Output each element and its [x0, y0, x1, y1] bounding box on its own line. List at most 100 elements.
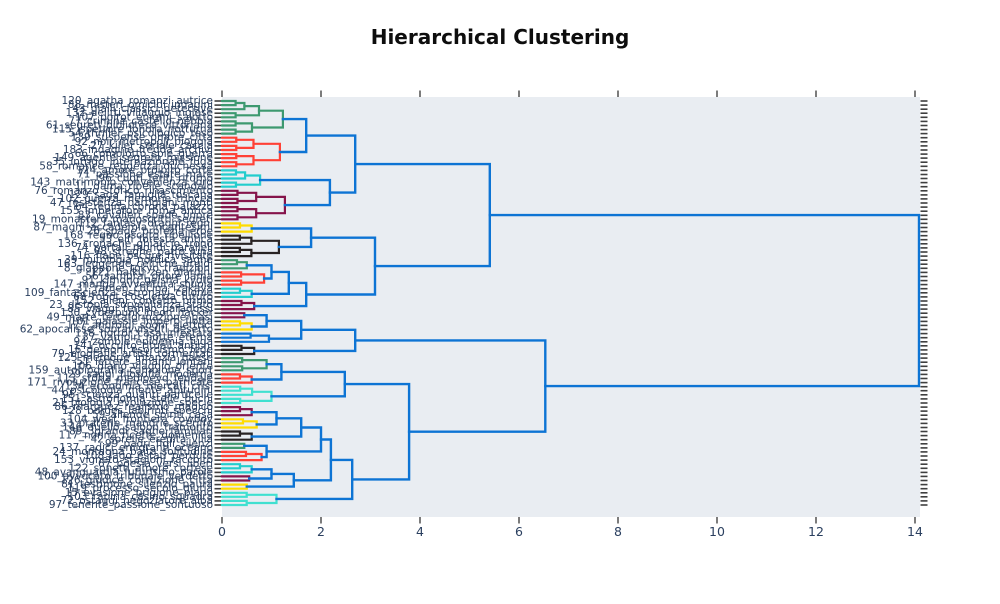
y-axis-label: 39_mitologia_nordica_saghe	[64, 254, 213, 266]
y-axis-label: 177_androidi_sogni_elettrici	[66, 319, 213, 331]
y-axis-label: 31_ramen_cucina_izakaya	[76, 283, 213, 295]
y-axis-label: 83_cavalieri_spade_onore	[78, 209, 213, 221]
dendrogram-link	[488, 213, 921, 388]
y-axis-label: 24_montagna_baita_solitudine	[53, 446, 214, 458]
y-axis-label: 106_diario_viaggio_oriente	[72, 360, 213, 372]
y-axis-label: 72_ostaggi_negoziatore_alba	[61, 495, 213, 507]
y-axis-label: 33_praterie_mandrie_sceriffo	[60, 417, 213, 429]
y-axis-label: 81_testimone_silenzio_paura	[61, 479, 213, 491]
y-axis-label: 130_cyberpunk_neon_hacker	[60, 307, 213, 319]
y-axis-label: 128_borges_labirinti_specchi	[62, 405, 213, 417]
y-axis-label: 91_kimono_geisha_kyoto	[82, 275, 213, 287]
y-axis-label: 146_duello_saloon_tramonto	[62, 422, 213, 434]
y-axis-label: 26_spade_profezia_eroe	[87, 226, 213, 238]
y-axis-label: 137_radici_emigranti_oceano	[59, 442, 213, 454]
y-axis-label: 66_complotto_spie_guerra	[75, 148, 213, 160]
y-axis-label: 94_zombie_epidemia_fuga	[73, 336, 213, 348]
y-axis-label: 23_distopia_sorveglianza_stato	[49, 299, 213, 311]
y-axis-label: 119_processo_secolo_giuria	[67, 483, 213, 495]
y-axis-label: 126_giudice_corruzione_citta	[61, 475, 213, 487]
y-axis-label: 99_padri_figli_silenzi	[105, 438, 213, 450]
y-axis-label: 183_indagine_fredda_archivi	[63, 144, 213, 156]
y-axis-label: 87_maghi_accademia_incantesimi	[33, 222, 213, 234]
y-axis-label: 115_ispettore_londra_notturna	[52, 124, 213, 136]
y-axis-label: 147_manga_avventura_scuola	[54, 279, 213, 291]
y-axis-label: 86_marquez_realismo_magico	[54, 401, 213, 413]
y-axis-label: 74_portali_mondi_paralleli	[75, 242, 213, 254]
y-axis-label: 68_robot_coscienza_futuro	[73, 291, 213, 303]
y-axis-label: 44_psicologia_mente_abitudini	[51, 385, 213, 397]
leaf-ticks-group	[214, 100, 928, 506]
y-axis-label: 58_romance_reggenza_duchessa	[39, 160, 213, 172]
y-axis-label: 51_lettere_amanti_lontani	[76, 356, 213, 368]
y-axis-label: 61_segreti_biblioteca_vittoriana	[46, 120, 213, 132]
y-axis-label: 79_biografie_artisti_tormentati	[52, 348, 214, 360]
y-axis-label: 112_fantasy_draghi_regni	[78, 217, 213, 229]
y-axis-label: 15_evasione_prigione_piano	[65, 487, 213, 499]
y-axis-label: 163_leggende_celtiche_druidi	[57, 258, 213, 270]
dendrogram-links-group	[220, 99, 921, 507]
y-axis-label: 155_imperatore_roma_antica	[60, 205, 213, 217]
y-axis-label: 116_fiabe_oscure_rivisitate	[70, 250, 213, 262]
y-axis-label: 48_avanguardia_futurismo_parole	[35, 466, 213, 478]
y-axis-label: 8_giappone_tokyo_tradizioni	[64, 262, 213, 274]
y-axis-label: 136_cronache_ghiaccio_trono	[58, 238, 213, 250]
y-axis-label: 95_scienza_quanti_particelle	[62, 389, 213, 401]
y-axis-label: 104_west_frontiera_cowboy	[67, 413, 213, 425]
y-axis-label: 118_horror_casa_infestata	[75, 328, 213, 340]
y-axis-label: 16_demoni_esorcismo_fede	[68, 344, 213, 356]
y-axis-label: 42_sorelle_eredita_villa	[91, 434, 213, 446]
y-axis-label: 143_matrimonio_convenienza_lord	[30, 177, 213, 189]
y-axis-label: 47_resistenza_partigiani_monti	[50, 197, 213, 209]
y-axis-label: 139_suspense_ombre_citta	[71, 132, 213, 144]
y-axis-label: 43_gialli_classici_detective	[72, 103, 213, 115]
y-axis-label: 96_cuori_feriti_ritorno	[98, 173, 213, 185]
y-axis-label: 120_agatha_romanzi_autrice	[62, 95, 213, 107]
y-axis-label: 53_elfi_foresta_antica	[99, 234, 213, 246]
x-axis-tick-label: 0	[218, 524, 226, 539]
y-axis-label: 102_guerra_memorie_trincea	[59, 193, 213, 205]
x-axis-tick-label: 4	[416, 524, 424, 539]
y-axis-label: 71_passione_estate_mare	[77, 169, 213, 181]
y-axis-label: 113_storia_medioevo_feudale	[56, 373, 213, 385]
y-axis-label: 19_monastero_manoscritti_segreti	[32, 213, 213, 225]
y-axis-label: 168_regno_oscuro_ribellione	[63, 230, 213, 242]
x-axis-tick-label: 8	[614, 524, 622, 539]
x-axis-tick-label: 10	[709, 524, 725, 539]
y-axis-label: 159_autobiografia_campione_sport	[29, 364, 213, 376]
y-axis-label: 97_tenente_passione_sontuoso	[49, 499, 213, 511]
y-axis-label: 109_fantascienza_astronavi_colonie	[24, 287, 213, 299]
y-axis-label: 100_avvocato_tribunale_verdetto	[37, 470, 213, 482]
x-axis-labels-group: 0 2 4 6 8 10 12 14	[218, 524, 923, 539]
y-axis-label: 129_saga_famiglia_toscana	[69, 189, 213, 201]
y-axis-label: 35_intrigo_internazionale_fuga	[52, 156, 213, 168]
y-axis-labels-group: 120_agatha_romanzi_autrice88_misteri_omi…	[20, 95, 214, 511]
y-axis-label: 141_occulto_rituali_antichi	[73, 340, 213, 352]
y-axis-label: 101_galassie_impero_flotta	[70, 315, 213, 327]
y-axis-label: 77_crimine_castello_nebbia	[68, 115, 213, 127]
y-axis-label: 153_vigneto_stagioni_raccolto	[54, 454, 213, 466]
y-axis-label: 149_agente_segreto_missione	[54, 152, 213, 164]
plot-area[interactable]	[222, 97, 920, 517]
y-axis-label: 152_alieni_contatto_primo	[74, 295, 213, 307]
x-axis-tick-label: 6	[515, 524, 523, 539]
y-axis-label: 27_killer_seriale_caccia	[90, 140, 213, 152]
y-axis-label: 67_poesia_versi_liberi	[98, 458, 213, 470]
y-axis-label: 56_samurai_onore_lama	[85, 271, 213, 283]
x-axis-tick-label: 2	[317, 524, 325, 539]
y-axis-label: 54_thriller_psicologico_teso	[68, 128, 213, 140]
y-axis-label: 29_saggi_filosofia_moderna	[68, 368, 213, 380]
y-axis-label: 88_misteri_omicidi_indagini	[68, 99, 213, 111]
y-axis-label: 125_memorie_infanzia_paese	[57, 352, 213, 364]
y-axis-label: 151_astronomia_stelle_buchi	[61, 393, 213, 405]
y-axis-label: 62_apocalisse_sopravvissuti_deserto	[20, 324, 213, 336]
y-axis-label: 21_biologia_evoluzione_specie	[52, 397, 213, 409]
y-axis-label: 59_allende_spiriti_casa	[92, 409, 213, 421]
y-axis-label: 76_romanzo_storico_rinascimento	[34, 185, 213, 197]
y-axis-label: 64_regina_corona_palazzo	[75, 201, 213, 213]
y-axis-label: 11_dama_ribelle_scandalo	[75, 181, 213, 193]
y-axis-label: 132_delitti_villaggio_inglese	[65, 107, 213, 119]
y-axis-label: 98_streghe_patto_luna	[94, 246, 213, 258]
